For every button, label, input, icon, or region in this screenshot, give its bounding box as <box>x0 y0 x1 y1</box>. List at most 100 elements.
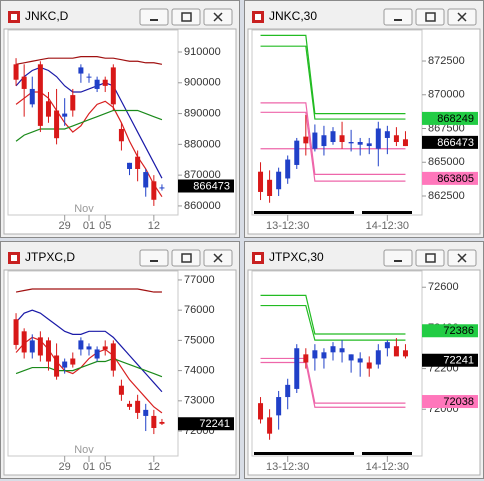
x-tick-label: 12 <box>148 461 160 473</box>
y-tick-label: 880000 <box>184 138 221 150</box>
minimize-button[interactable] <box>383 8 413 26</box>
session-bar <box>254 452 354 455</box>
chart-window: JNKC,30 862500 865000 867500 870000 872500 13-… <box>244 0 484 238</box>
x-tick-label: 05 <box>99 461 111 473</box>
indicator-line <box>15 309 163 393</box>
candle-body <box>143 409 149 416</box>
candle-body <box>348 354 354 361</box>
candle-body <box>393 135 399 143</box>
candle-body <box>13 319 19 345</box>
x-tick-label: 05 <box>99 220 111 232</box>
session-bar <box>254 211 354 214</box>
indicator-line <box>260 357 406 404</box>
price-label: 868249 <box>437 113 474 125</box>
candle-body <box>29 88 35 105</box>
y-tick-label: 890000 <box>184 107 221 119</box>
indicator-line <box>15 56 163 65</box>
window-icon-inner <box>255 14 261 20</box>
candle-body <box>94 349 100 359</box>
window-icon-inner <box>255 255 261 261</box>
candle-body <box>384 131 390 138</box>
chart-window: JTPXC,DNov720007300074000750007600077000… <box>0 241 240 479</box>
candle-body <box>285 159 291 179</box>
candle-body <box>70 358 76 365</box>
indicator-line <box>260 45 406 120</box>
indicator-line <box>260 304 406 341</box>
candle-body <box>303 136 309 144</box>
y-tick-label: 870000 <box>184 169 221 181</box>
y-tick-label: 74000 <box>184 365 215 377</box>
candle-body <box>86 76 92 78</box>
period-label: Nov <box>74 444 94 456</box>
candle-body <box>267 179 273 196</box>
candle-body <box>45 340 51 362</box>
maximize-icon <box>181 12 192 22</box>
x-tick-label: 29 <box>59 220 71 232</box>
indicator-line <box>260 34 406 115</box>
price-label: 72038 <box>443 396 474 408</box>
minimize-button[interactable] <box>139 249 169 267</box>
window-title: JNKC,30 <box>269 9 317 23</box>
candle-body <box>151 415 157 429</box>
candle-body <box>151 181 157 200</box>
candle-body <box>321 352 327 359</box>
y-tick-label: 860000 <box>184 200 221 212</box>
candle-body <box>366 362 372 369</box>
price-label-box <box>422 395 478 409</box>
price-label: 72386 <box>443 325 474 337</box>
candle-body <box>375 350 381 365</box>
close-icon <box>213 253 223 263</box>
candle-body <box>110 67 116 105</box>
candle-body <box>102 346 108 350</box>
candle-body <box>94 79 100 89</box>
candle-body <box>294 348 300 389</box>
candle-body <box>135 156 141 169</box>
maximize-button[interactable] <box>415 8 445 26</box>
minimize-button[interactable] <box>383 249 413 267</box>
candle-body <box>276 171 282 190</box>
x-tick-label: 01 <box>83 461 95 473</box>
x-tick-label: 12 <box>148 220 160 232</box>
candle-body <box>339 135 345 143</box>
candle-body <box>78 340 84 350</box>
close-icon <box>213 12 223 22</box>
maximize-button[interactable] <box>415 249 445 267</box>
indicator-line <box>260 361 406 408</box>
indicator-line <box>260 294 406 335</box>
x-tick-label: 13-12:30 <box>266 220 309 232</box>
candle-body <box>54 355 60 377</box>
candle-body <box>21 76 27 89</box>
y-tick-label: 76000 <box>184 304 215 316</box>
plot-area <box>251 270 423 457</box>
candle-body <box>357 358 363 363</box>
y-tick-label: 75000 <box>184 334 215 346</box>
candle-body <box>143 172 149 188</box>
maximize-icon <box>181 253 192 263</box>
minimize-button[interactable] <box>139 8 169 26</box>
y-tick-label: 72600 <box>428 281 459 293</box>
candle-body <box>62 113 68 117</box>
maximize-button[interactable] <box>171 249 201 267</box>
candle-body <box>348 142 354 144</box>
session-bar <box>362 211 412 214</box>
y-tick-label: 870000 <box>428 89 465 101</box>
x-tick-label: 01 <box>83 220 95 232</box>
candle-body <box>393 346 399 357</box>
price-label-box <box>422 324 478 338</box>
candle-body <box>312 132 318 149</box>
candle-body <box>45 101 51 117</box>
candle-body <box>330 131 336 143</box>
price-label: 72241 <box>199 418 230 430</box>
candle-body <box>258 403 264 420</box>
candle-body <box>29 340 35 353</box>
candle-body <box>102 79 108 86</box>
y-tick-label: 73000 <box>184 395 215 407</box>
candle-body <box>86 346 92 350</box>
candle-body <box>13 64 19 80</box>
maximize-button[interactable] <box>171 8 201 26</box>
price-label-box <box>178 179 234 193</box>
x-tick-label: 14-12:30 <box>366 220 409 232</box>
candle-body <box>285 384 291 398</box>
y-tick-label: 872500 <box>428 55 465 67</box>
